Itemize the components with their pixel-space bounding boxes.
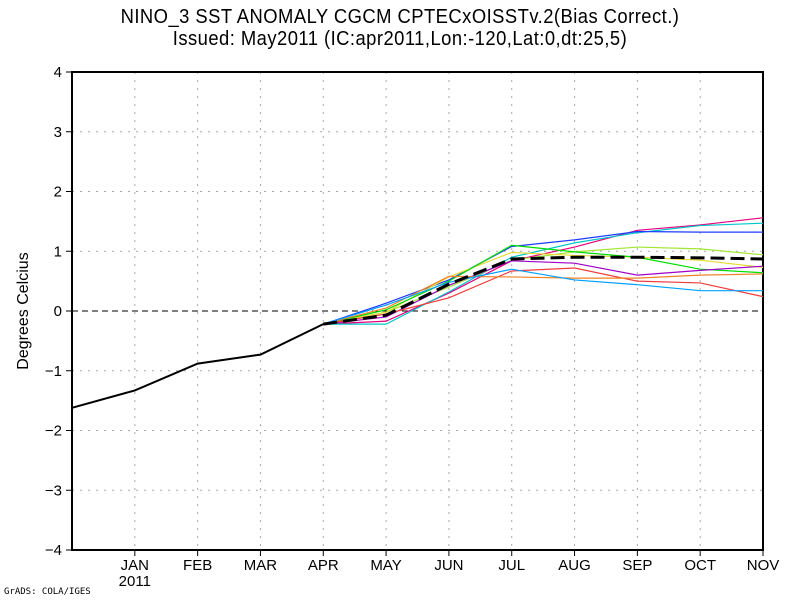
x-tick-label: APR <box>308 557 339 574</box>
series-line-member-10 <box>323 268 763 325</box>
plot-frame <box>71 71 764 551</box>
x-tick-label: MAR <box>244 557 278 574</box>
x-tick-label: JUN <box>434 557 463 574</box>
series-line-member-5 <box>323 251 764 325</box>
series-line-member-8 <box>323 267 764 325</box>
y-tick-label: −2 <box>45 423 62 440</box>
x-tick-label: NOV <box>747 557 780 574</box>
series-line-member-6 <box>323 244 764 325</box>
y-tick-label: −4 <box>45 542 62 559</box>
series-line-member-9 <box>323 273 764 325</box>
x-tick-label: SEP <box>622 557 652 574</box>
y-tick-label: −1 <box>45 363 62 380</box>
footer-credit: GrADS: COLA/IGES <box>4 587 91 597</box>
y-tick-label: 0 <box>54 303 62 320</box>
ensemble-mean-line <box>323 255 764 326</box>
x-tick-label: OCT <box>684 557 716 574</box>
chart-title: NINO_3 SST ANOMALY CGCM CPTECxOISSTv.2(B… <box>120 6 680 28</box>
x-tick-label: FEB <box>183 557 212 574</box>
y-tick-label: 1 <box>54 243 62 260</box>
series-line-member-2 <box>323 222 764 325</box>
y-tick-label: 2 <box>54 184 62 201</box>
chart-subtitle: Issued: May2011 (IC:apr2011,Lon:-120,Lat… <box>172 28 628 50</box>
y-tick-label: −3 <box>45 482 62 499</box>
series-line-member-4 <box>323 246 764 325</box>
x-tick-label: JUL <box>498 557 525 574</box>
y-tick-label: 3 <box>54 124 62 141</box>
x-tick-label: AUG <box>558 557 591 574</box>
x-tick-label: JAN <box>121 557 149 574</box>
x-year-label: 2011 <box>119 573 151 590</box>
y-axis-label: Degrees Celcius <box>15 252 32 369</box>
series-line-member-3 <box>323 230 763 325</box>
x-tick-label: MAY <box>370 557 401 574</box>
observed-line <box>71 323 324 409</box>
y-tick-label: 4 <box>54 64 62 81</box>
